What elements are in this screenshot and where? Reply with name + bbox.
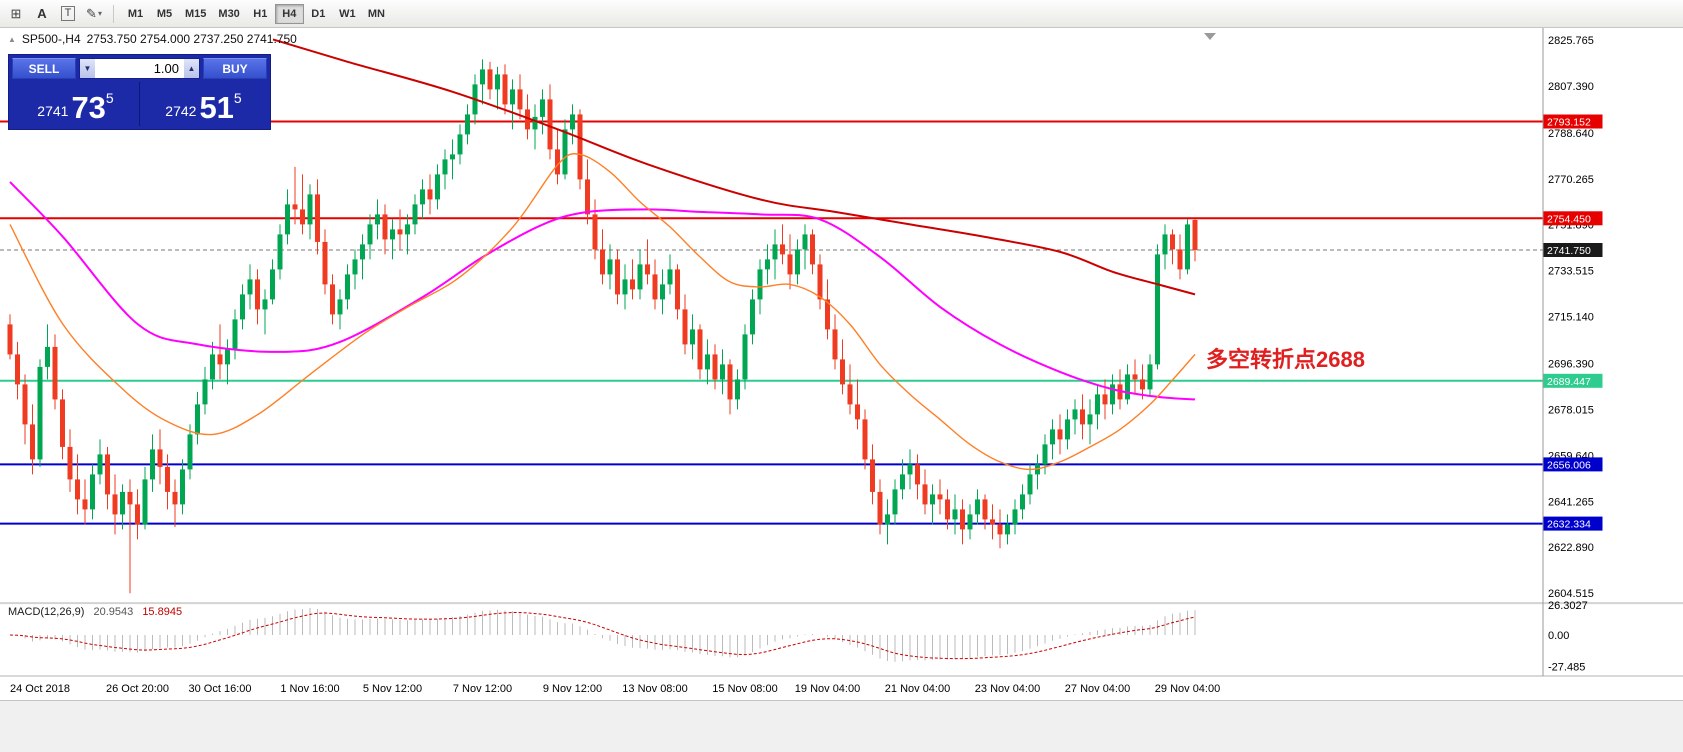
svg-text:2788.640: 2788.640 <box>1548 128 1594 140</box>
svg-text:15 Nov 08:00: 15 Nov 08:00 <box>712 683 777 695</box>
svg-text:27 Nov 04:00: 27 Nov 04:00 <box>1065 683 1130 695</box>
volume-increase-button[interactable]: ▲ <box>184 59 199 78</box>
sell-price-display[interactable]: 2741 73 5 <box>12 82 140 126</box>
pencil-icon: ✎ <box>86 5 97 21</box>
window-footer <box>0 700 1683 752</box>
svg-text:2604.515: 2604.515 <box>1548 588 1594 600</box>
sell-price-big: 73 <box>71 89 106 125</box>
tf-button-h1[interactable]: H1 <box>246 4 275 24</box>
chart-window: 2825.765 2807.390 2788.640 2770.265 2751.890… <box>0 28 1683 752</box>
a-tool-icon: A <box>37 6 47 21</box>
buy-price-display[interactable]: 2742 51 5 <box>140 82 267 126</box>
svg-text:2678.015: 2678.015 <box>1548 404 1594 416</box>
sell-price-head: 2741 <box>37 103 69 119</box>
buy-price-big: 51 <box>199 89 234 125</box>
svg-text:2793.152: 2793.152 <box>1547 117 1591 129</box>
chart-canvas[interactable]: 2825.7652807.3902788.6402770.2652751.890… <box>0 28 1683 700</box>
svg-text:2632.334: 2632.334 <box>1547 519 1591 531</box>
chevron-down-icon: ▾ <box>97 9 102 18</box>
svg-text:13 Nov 08:00: 13 Nov 08:00 <box>622 683 687 695</box>
svg-text:2715.140: 2715.140 <box>1548 312 1594 324</box>
svg-text:19 Nov 04:00: 19 Nov 04:00 <box>795 683 860 695</box>
a-tool-button[interactable]: A <box>30 3 54 25</box>
svg-text:2656.006: 2656.006 <box>1547 459 1591 471</box>
volume-stepper: ▼ 1.00 ▲ <box>79 58 200 79</box>
svg-text:1 Nov 16:00: 1 Nov 16:00 <box>280 683 339 695</box>
trade-prices-row: 2741 73 5 2742 51 5 <box>12 82 267 126</box>
macd-main-value: 20.9543 <box>93 606 134 618</box>
svg-text:-27.485: -27.485 <box>1548 662 1585 674</box>
tf-button-m5[interactable]: M5 <box>150 4 179 24</box>
svg-text:2689.447: 2689.447 <box>1547 376 1591 388</box>
svg-text:2733.515: 2733.515 <box>1548 266 1594 278</box>
draw-tools-button[interactable]: ✎ ▾ <box>82 3 106 25</box>
svg-text:24 Oct 2018: 24 Oct 2018 <box>10 683 70 695</box>
tf-button-w1[interactable]: W1 <box>333 4 362 24</box>
svg-text:0.00: 0.00 <box>1548 630 1569 642</box>
svg-text:7 Nov 12:00: 7 Nov 12:00 <box>453 683 512 695</box>
svg-text:2807.390: 2807.390 <box>1548 81 1594 93</box>
toolbar-separator <box>113 4 114 23</box>
svg-text:2696.390: 2696.390 <box>1548 358 1594 370</box>
svg-text:9 Nov 12:00: 9 Nov 12:00 <box>543 683 602 695</box>
chart-text-annotation: 多空转折点2688 <box>1206 347 1365 372</box>
tf-button-d1[interactable]: D1 <box>304 4 333 24</box>
top-toolbar: ⊞ A T ✎ ▾ M1 M5 M15 M30 H1 H4 D1 W1 MN <box>0 0 1683 28</box>
tf-button-m1[interactable]: M1 <box>121 4 150 24</box>
svg-text:2741.750: 2741.750 <box>1547 245 1591 257</box>
text-label-tool-button[interactable]: T <box>56 3 80 25</box>
svg-text:29 Nov 04:00: 29 Nov 04:00 <box>1155 683 1220 695</box>
svg-text:21 Nov 04:00: 21 Nov 04:00 <box>885 683 950 695</box>
macd-signal-value: 15.8945 <box>142 606 183 618</box>
svg-text:2754.450: 2754.450 <box>1547 213 1591 225</box>
macd-indicator-label: MACD(12,26,9) 20.9543 15.8945 <box>8 606 182 618</box>
chart-symbol-label: SP500-,H4 <box>21 32 81 46</box>
one-click-trading-panel: SELL ▼ 1.00 ▲ BUY 2741 73 5 2742 51 5 <box>8 54 271 130</box>
volume-decrease-button[interactable]: ▼ <box>80 59 95 78</box>
chart-ohlc-header: ▲ SP500-,H4 2753.750 2754.000 2737.250 2… <box>8 32 297 46</box>
tile-windows-button[interactable]: ⊞ <box>4 3 28 25</box>
svg-text:30 Oct 16:00: 30 Oct 16:00 <box>189 683 252 695</box>
buy-button[interactable]: BUY <box>203 58 267 79</box>
svg-text:2770.265: 2770.265 <box>1548 174 1594 186</box>
tf-button-h4[interactable]: H4 <box>274 3 304 24</box>
buy-price-sup: 5 <box>233 90 242 106</box>
sell-price-sup: 5 <box>105 90 114 106</box>
chevron-up-icon: ▲ <box>187 64 196 73</box>
text-tool-icon: T <box>60 6 76 21</box>
chevron-down-icon: ▼ <box>83 64 92 73</box>
chart-ohlc-values: 2753.750 2754.000 2737.250 2741.750 <box>86 32 297 46</box>
macd-name: MACD(12,26,9) <box>8 606 85 618</box>
timeframe-bar: M1 M5 M15 M30 H1 H4 D1 W1 MN <box>121 3 391 24</box>
symbol-marker-icon: ▲ <box>8 34 16 44</box>
svg-text:5 Nov 12:00: 5 Nov 12:00 <box>363 683 422 695</box>
buy-price-head: 2742 <box>165 103 197 119</box>
tf-button-m15[interactable]: M15 <box>179 4 212 24</box>
svg-text:23 Nov 04:00: 23 Nov 04:00 <box>975 683 1040 695</box>
svg-text:2622.890: 2622.890 <box>1548 542 1594 554</box>
svg-text:2825.765: 2825.765 <box>1548 35 1594 47</box>
tile-windows-icon: ⊞ <box>10 5 22 21</box>
trade-controls-row: SELL ▼ 1.00 ▲ BUY <box>12 58 267 79</box>
tf-button-m30[interactable]: M30 <box>212 4 245 24</box>
sell-button[interactable]: SELL <box>12 58 76 79</box>
tf-button-mn[interactable]: MN <box>362 4 391 24</box>
svg-text:2641.265: 2641.265 <box>1548 496 1594 508</box>
svg-text:26 Oct 20:00: 26 Oct 20:00 <box>106 683 169 695</box>
svg-text:26.3027: 26.3027 <box>1548 600 1588 612</box>
volume-input[interactable]: 1.00 <box>95 59 184 78</box>
